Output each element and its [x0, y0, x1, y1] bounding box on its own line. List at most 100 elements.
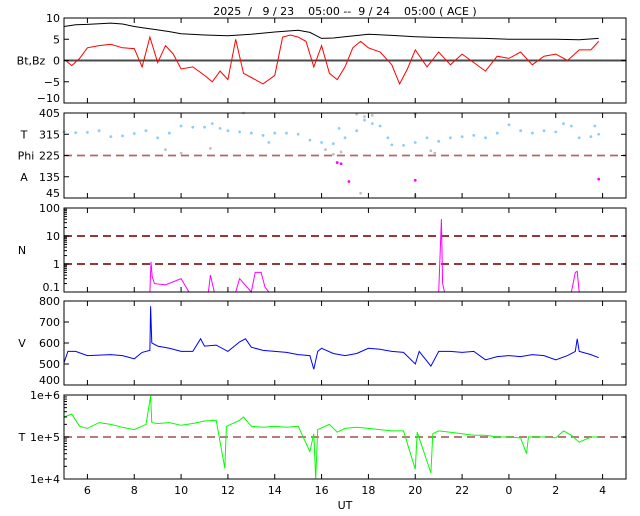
- data-point: [378, 124, 382, 128]
- data-point: [324, 148, 327, 151]
- y-tick-label: 10: [46, 12, 60, 25]
- x-tick-label: 0: [505, 484, 512, 497]
- panel-speed: 800 700 600 500 400 V: [18, 295, 627, 387]
- y-tick-label: 5: [53, 33, 60, 46]
- y-tick-label: 1: [53, 258, 60, 271]
- data-point: [402, 143, 405, 147]
- data-point: [359, 191, 363, 195]
- data-point: [577, 136, 581, 140]
- x-tick-label: 14: [268, 484, 282, 497]
- x-tick-label: 6: [84, 484, 91, 497]
- x-tick-label: 18: [361, 484, 375, 497]
- data-point: [261, 134, 265, 137]
- data-point: [472, 134, 476, 137]
- y-tick-label: 1e+6: [30, 389, 60, 402]
- data-point: [347, 180, 351, 183]
- data-point: [425, 136, 429, 140]
- panel-mag: 10 5 0 −5 −10 Bt,Bz: [17, 12, 627, 105]
- data-point: [554, 130, 558, 134]
- data-point: [331, 152, 335, 156]
- data-point: [562, 122, 565, 126]
- data-point: [363, 118, 366, 122]
- x-tick-label: 12: [221, 484, 235, 497]
- data-point: [179, 151, 183, 155]
- y-axis-label: Phi: [18, 150, 35, 163]
- series-line: [63, 395, 599, 480]
- y-tick-label: −10: [37, 92, 60, 105]
- data-point: [343, 136, 347, 140]
- data-point: [74, 131, 78, 134]
- data-point: [519, 129, 523, 133]
- data-point: [593, 124, 597, 128]
- series-line: [63, 306, 599, 370]
- x-tick-label: 16: [315, 484, 329, 497]
- data-point: [390, 143, 394, 147]
- panel-frame: [63, 207, 627, 293]
- y-axis-label: V: [18, 337, 26, 350]
- data-point: [203, 125, 206, 129]
- data-point: [370, 113, 374, 117]
- data-point: [495, 131, 499, 135]
- y-tick-label: 500: [39, 358, 60, 371]
- panel-frame: [63, 300, 627, 386]
- data-point: [589, 135, 593, 139]
- x-tick-label: 8: [131, 484, 138, 497]
- data-point: [484, 136, 487, 140]
- data-point: [249, 131, 253, 135]
- data-point: [413, 141, 417, 144]
- series-line: [64, 219, 599, 294]
- y-tick-label: 800: [39, 295, 60, 308]
- data-point: [308, 138, 312, 142]
- data-point: [218, 126, 222, 130]
- data-point: [597, 132, 601, 136]
- data-point: [507, 123, 511, 127]
- y-axis-label: T: [20, 128, 28, 141]
- data-point: [386, 136, 390, 140]
- data-point: [226, 129, 230, 133]
- y-tick-label: 400: [39, 374, 60, 387]
- y-tick-label: 225: [39, 150, 60, 163]
- x-tick-label: 10: [174, 484, 188, 497]
- x-axis-label: UT: [338, 499, 353, 512]
- data-point: [191, 125, 195, 129]
- y-axis-label: A: [20, 171, 28, 184]
- data-point: [370, 122, 374, 126]
- y-tick-label: 1e+5: [30, 431, 60, 444]
- y-tick-label: 600: [39, 337, 60, 350]
- data-point: [238, 130, 242, 134]
- data-point: [339, 150, 343, 154]
- data-point: [355, 129, 359, 133]
- y-tick-label: 0: [53, 55, 60, 68]
- data-point: [448, 136, 452, 140]
- series-line-bz: [63, 34, 600, 86]
- panel-temperature: 1e+6 1e+5 1e+4 T: [18, 389, 627, 486]
- data-point: [320, 141, 323, 144]
- data-point: [569, 124, 573, 128]
- data-point: [530, 131, 534, 135]
- data-point: [167, 131, 171, 135]
- y-axis-label: T: [18, 431, 26, 444]
- data-point: [109, 135, 113, 139]
- data-point: [335, 161, 339, 164]
- data-point: [97, 129, 101, 133]
- x-tick-label: 4: [599, 484, 606, 497]
- y-tick-label: 700: [39, 316, 60, 329]
- y-tick-label: 1e+4: [30, 473, 60, 486]
- x-tick-label: 2: [552, 484, 559, 497]
- data-point: [285, 131, 288, 135]
- data-point: [429, 149, 433, 153]
- data-point: [267, 141, 271, 144]
- y-axis-label: Bt,Bz: [17, 55, 46, 68]
- data-point: [331, 142, 335, 146]
- data-point: [363, 115, 366, 118]
- chart-title: 2025 / 9 / 23 05:00 -- 9 / 24 05:00 ( AC…: [213, 5, 476, 18]
- y-tick-label: 315: [39, 128, 60, 141]
- panel-angles: 405 315 225 135 45 T Phi A: [18, 107, 627, 200]
- data-point: [296, 132, 300, 136]
- data-point: [273, 131, 277, 135]
- series-line-bt: [63, 22, 599, 41]
- data-point: [179, 124, 183, 128]
- y-tick-label: 135: [39, 171, 60, 184]
- data-point: [156, 136, 160, 140]
